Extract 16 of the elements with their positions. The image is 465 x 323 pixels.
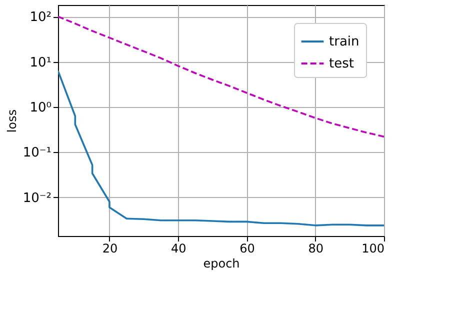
x-tick-label: 80 (308, 242, 324, 256)
y-tick-label: 10⁻² (22, 190, 52, 206)
y-tick-label: 10⁻¹ (22, 146, 52, 161)
x-tick-label: 60 (240, 242, 255, 256)
legend-label: test (329, 56, 354, 72)
x-axis-title: epoch (203, 256, 240, 270)
y-tick-label: 10² (30, 10, 52, 26)
legend-label: train (329, 34, 360, 50)
line-series (58, 70, 384, 226)
line-series (58, 16, 384, 138)
y-axis-title: loss (4, 109, 19, 133)
y-tick-label: 10¹ (30, 55, 52, 70)
y-tick-label: 10⁰ (30, 100, 52, 116)
x-tick-label: 40 (170, 242, 186, 256)
x-tick-label: 20 (102, 242, 118, 256)
x-tick-label: 100 (362, 242, 384, 256)
